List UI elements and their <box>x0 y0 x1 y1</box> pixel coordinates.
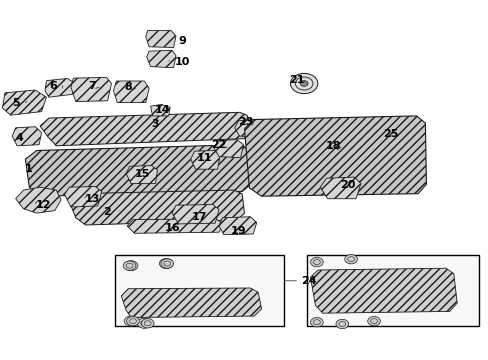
Text: 9: 9 <box>178 36 185 46</box>
Polygon shape <box>40 112 253 146</box>
Circle shape <box>124 261 138 271</box>
Text: 23: 23 <box>237 117 253 127</box>
Text: 2: 2 <box>102 207 110 217</box>
Polygon shape <box>234 120 266 138</box>
Polygon shape <box>16 187 61 213</box>
Circle shape <box>124 316 138 326</box>
Bar <box>115 255 283 326</box>
Polygon shape <box>172 204 219 224</box>
Text: 4: 4 <box>16 132 23 143</box>
Polygon shape <box>69 190 244 225</box>
Text: 24: 24 <box>301 276 316 286</box>
Polygon shape <box>310 268 456 313</box>
Circle shape <box>300 81 307 86</box>
Text: 20: 20 <box>340 180 355 190</box>
Polygon shape <box>12 127 41 146</box>
Polygon shape <box>150 104 170 116</box>
Text: 25: 25 <box>383 129 398 139</box>
Text: 17: 17 <box>191 212 207 222</box>
Polygon shape <box>145 31 176 48</box>
Circle shape <box>335 319 348 329</box>
Polygon shape <box>64 186 102 207</box>
Text: 13: 13 <box>84 194 100 204</box>
Text: 7: 7 <box>88 81 96 91</box>
Circle shape <box>141 319 154 328</box>
Text: 6: 6 <box>49 81 57 91</box>
Polygon shape <box>219 217 256 235</box>
Text: 8: 8 <box>124 82 132 92</box>
Circle shape <box>123 261 136 270</box>
Text: 19: 19 <box>230 226 246 236</box>
Polygon shape <box>45 78 74 97</box>
Circle shape <box>161 259 173 268</box>
Polygon shape <box>146 50 176 68</box>
Text: 22: 22 <box>211 140 226 150</box>
Polygon shape <box>25 145 251 196</box>
Text: 5: 5 <box>12 98 20 108</box>
Text: 1: 1 <box>24 164 32 174</box>
Text: 3: 3 <box>151 119 159 129</box>
Polygon shape <box>320 177 360 199</box>
Circle shape <box>310 318 323 327</box>
Text: 21: 21 <box>289 75 305 85</box>
Circle shape <box>367 316 380 326</box>
Polygon shape <box>71 77 111 102</box>
Polygon shape <box>214 140 243 158</box>
Circle shape <box>137 318 151 328</box>
Text: 18: 18 <box>325 141 341 151</box>
Polygon shape <box>121 288 261 318</box>
Polygon shape <box>126 166 157 184</box>
Text: 15: 15 <box>135 168 150 179</box>
Text: 11: 11 <box>196 153 212 163</box>
Text: 12: 12 <box>35 200 51 210</box>
Polygon shape <box>2 90 46 115</box>
Circle shape <box>310 257 323 267</box>
Polygon shape <box>113 81 149 103</box>
Polygon shape <box>127 219 222 233</box>
Text: 10: 10 <box>174 57 189 67</box>
Polygon shape <box>244 116 426 196</box>
Circle shape <box>290 73 317 94</box>
Circle shape <box>126 316 139 326</box>
Bar <box>306 255 478 326</box>
Polygon shape <box>190 150 220 169</box>
Text: 14: 14 <box>154 105 170 115</box>
Circle shape <box>159 258 173 269</box>
Text: 16: 16 <box>164 222 180 233</box>
Circle shape <box>344 255 357 264</box>
